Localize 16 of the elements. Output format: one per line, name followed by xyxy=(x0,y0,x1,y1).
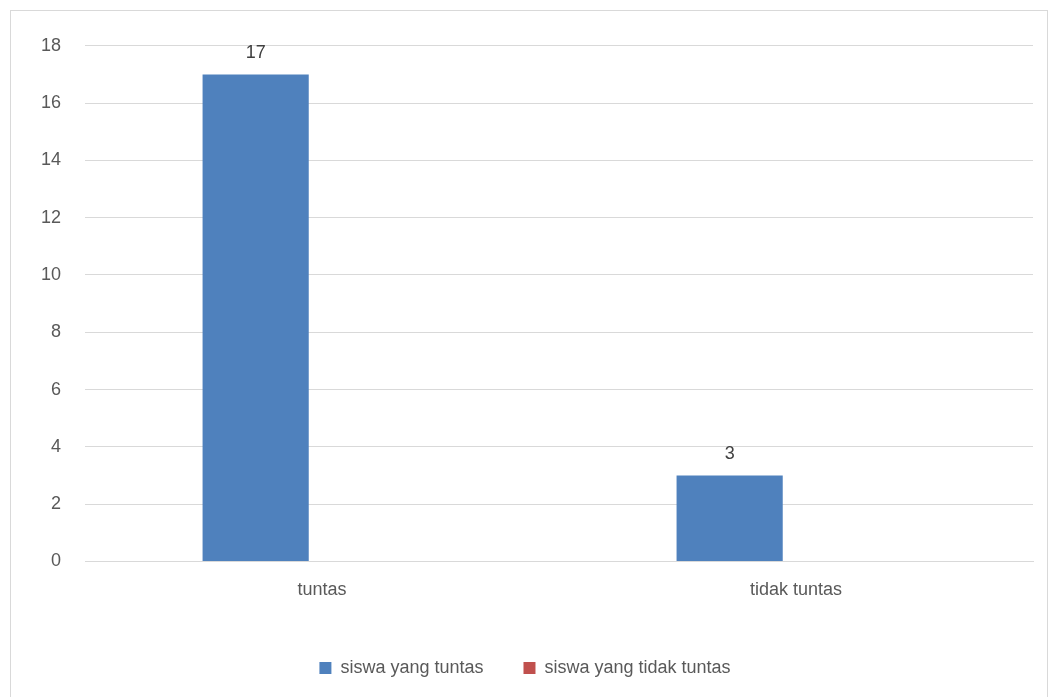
y-tick-label: 6 xyxy=(51,378,62,399)
legend-label: siswa yang tidak tuntas xyxy=(544,656,731,677)
x-tick-label: tidak tuntas xyxy=(749,579,843,600)
y-tick-label: 14 xyxy=(40,149,62,170)
x-tick-label: tuntas xyxy=(297,579,347,600)
y-tick-label: 8 xyxy=(51,321,62,342)
y-tick-label: 12 xyxy=(40,206,62,227)
y-tick-label: 10 xyxy=(40,263,62,284)
y-tick-label: 18 xyxy=(40,34,62,55)
y-tick-label: 4 xyxy=(51,435,62,456)
data-label: 17 xyxy=(245,42,266,63)
y-tick-label: 2 xyxy=(51,493,62,514)
y-tick-label: 16 xyxy=(40,92,62,113)
data-label: 3 xyxy=(724,443,735,464)
y-tick-label: 0 xyxy=(51,550,62,571)
legend-label: siswa yang tuntas xyxy=(340,656,484,677)
